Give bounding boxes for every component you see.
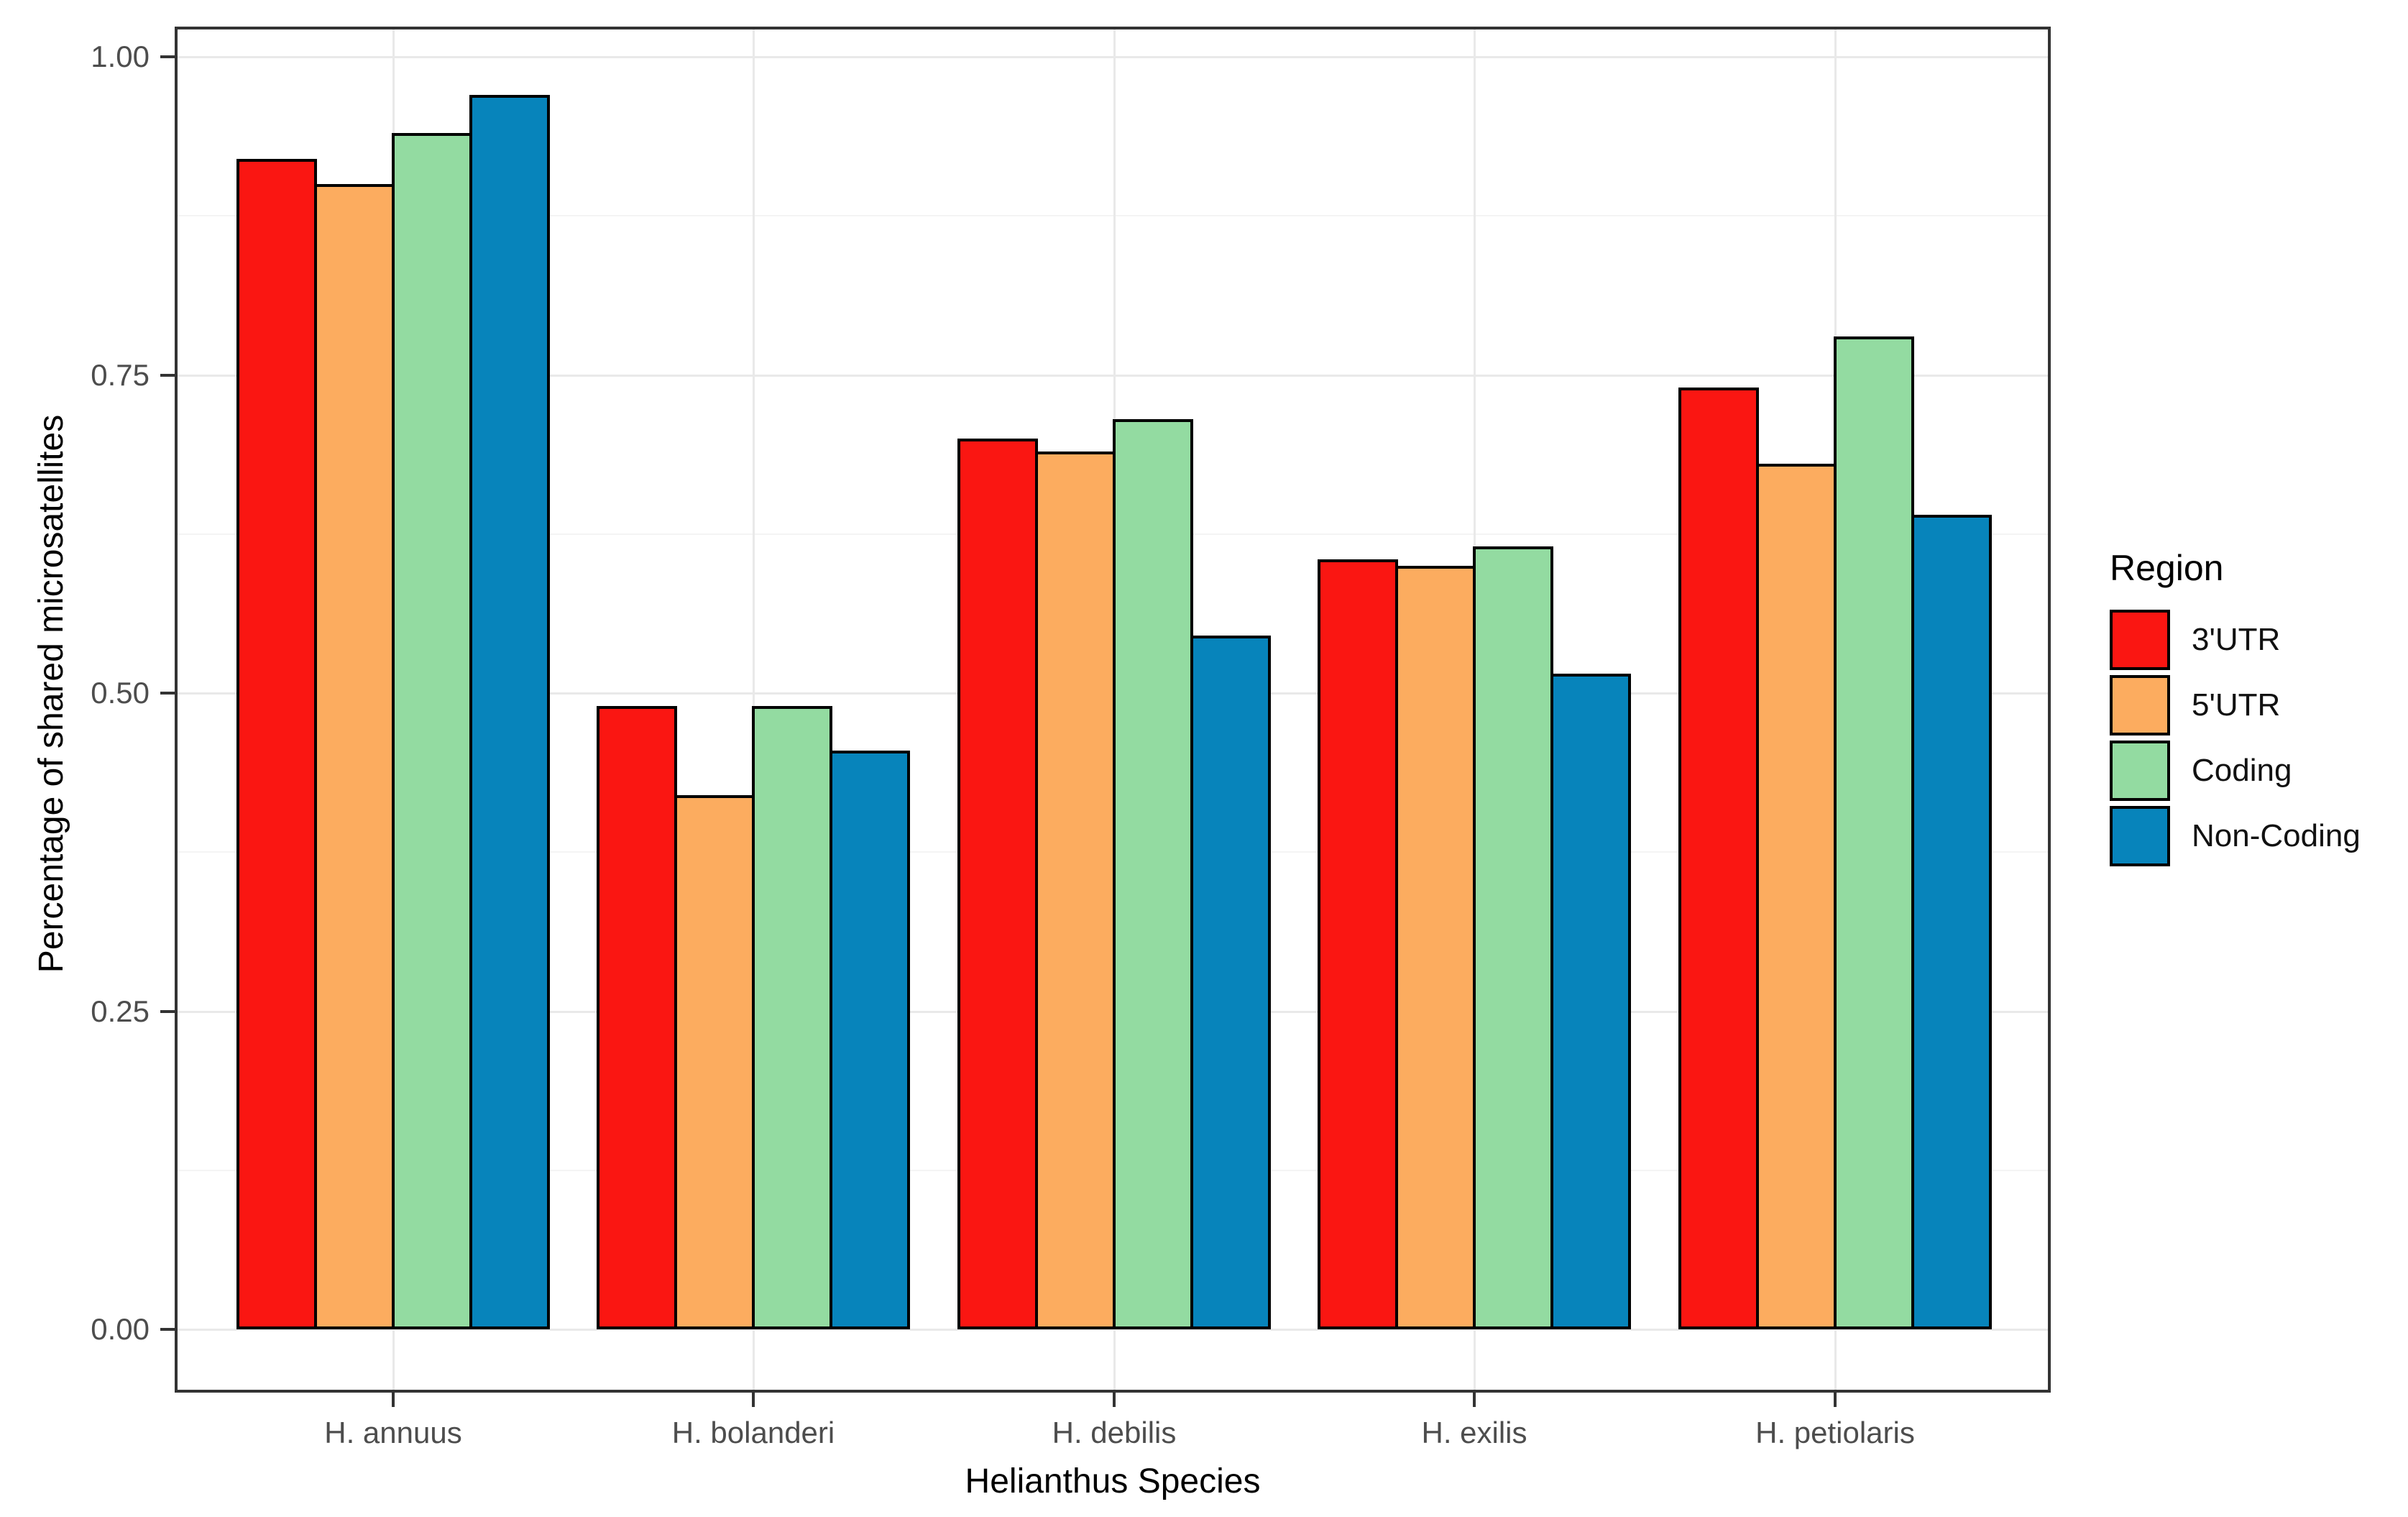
- y-tick-mark: [160, 55, 175, 58]
- chart-panel: [175, 27, 2051, 1393]
- legend-swatch-icon: [2110, 610, 2170, 670]
- x-tick-mark: [1834, 1393, 1837, 1407]
- y-tick-label: 1.00: [91, 40, 150, 73]
- x-tick-mark: [1473, 1393, 1476, 1407]
- bar-2-coding: [752, 706, 832, 1329]
- y-tick-label: 0.00: [91, 1312, 150, 1346]
- bar-3-coding: [1113, 419, 1193, 1329]
- bar-3-5-utr: [1035, 452, 1116, 1329]
- gridline-major-y: [178, 56, 2048, 58]
- bar-4-coding: [1473, 546, 1553, 1329]
- x-tick-label-2: H. bolanderi: [671, 1416, 835, 1449]
- bar-2-5-utr: [674, 795, 755, 1329]
- legend-item-coding: Coding: [2110, 741, 2361, 801]
- legend-item-5-utr: 5'UTR: [2110, 675, 2361, 735]
- y-tick-label: 0.75: [91, 357, 150, 392]
- y-tick-mark: [160, 373, 175, 377]
- bar-4-5-utr: [1395, 566, 1476, 1329]
- legend-swatch-icon: [2110, 806, 2170, 866]
- y-tick-mark: [160, 1328, 175, 1331]
- bar-5-5-utr: [1756, 464, 1837, 1329]
- legend-swatch-icon: [2110, 675, 2170, 735]
- legend-label: 3'UTR: [2192, 622, 2281, 657]
- bar-2-non-coding: [830, 751, 910, 1329]
- x-tick-label-1: H. annuus: [324, 1416, 462, 1449]
- x-tick-label-5: H. petiolaris: [1755, 1416, 1915, 1449]
- gridline-minor-y: [178, 215, 2048, 217]
- gridline-major-y: [178, 1329, 2048, 1331]
- bar-1-5-utr: [314, 184, 395, 1329]
- x-tick-label-4: H. exilis: [1421, 1416, 1527, 1449]
- bar-5-non-coding: [1911, 515, 1992, 1329]
- y-axis-title: Percentage of shared microsatellites: [32, 414, 70, 973]
- legend-item-non-coding: Non-Coding: [2110, 806, 2361, 866]
- y-tick-label: 0.25: [91, 994, 150, 1028]
- x-tick-mark: [752, 1393, 755, 1407]
- x-tick-label-3: H. debilis: [1052, 1416, 1177, 1449]
- y-tick-mark: [160, 1009, 175, 1013]
- bar-1-non-coding: [469, 95, 550, 1329]
- legend-label: 5'UTR: [2192, 687, 2281, 723]
- bar-5-coding: [1834, 336, 1914, 1329]
- legend-title: Region: [2110, 548, 2224, 588]
- gridline-major-y: [178, 374, 2048, 377]
- bar-1-coding: [392, 133, 472, 1329]
- x-tick-mark: [392, 1393, 395, 1407]
- bar-4-3-utr: [1318, 559, 1398, 1329]
- x-tick-mark: [1113, 1393, 1116, 1407]
- bar-3-non-coding: [1190, 636, 1271, 1329]
- y-tick-label: 0.50: [91, 676, 150, 710]
- bar-4-non-coding: [1550, 674, 1631, 1329]
- bar-5-3-utr: [1678, 388, 1759, 1329]
- legend-items: 3'UTR 5'UTR Coding Non-Coding: [2110, 610, 2361, 866]
- legend-label: Non-Coding: [2192, 818, 2361, 853]
- legend-label: Coding: [2192, 753, 2292, 788]
- bar-1-3-utr: [236, 159, 317, 1329]
- x-axis-title: Helianthus Species: [965, 1462, 1261, 1500]
- legend: Region 3'UTR 5'UTR Coding Non-Coding: [2110, 548, 2361, 871]
- bar-2-3-utr: [597, 706, 677, 1329]
- bar-3-3-utr: [957, 439, 1038, 1329]
- legend-item-3-utr: 3'UTR: [2110, 610, 2361, 670]
- y-tick-mark: [160, 692, 175, 695]
- legend-swatch-icon: [2110, 741, 2170, 801]
